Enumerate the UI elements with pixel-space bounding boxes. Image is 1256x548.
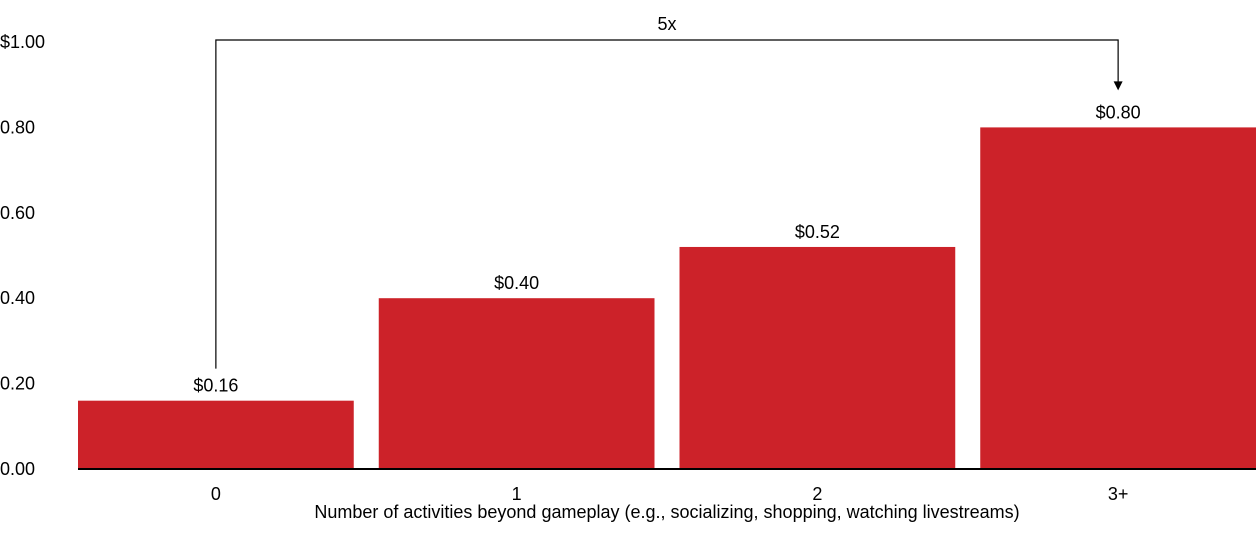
y-tick-label: 0.40 xyxy=(0,288,35,308)
x-axis-category-labels: 0 1 2 3+ xyxy=(211,484,1129,504)
x-category-label: 0 xyxy=(211,484,221,504)
annotation-bracket xyxy=(215,39,1119,369)
annotation-arrowhead xyxy=(1113,81,1123,91)
y-axis-ticks: 0.00 0.20 0.40 0.60 0.80 $1.00 xyxy=(0,32,45,479)
bar xyxy=(679,246,956,469)
x-category-label: 3+ xyxy=(1108,484,1129,504)
y-tick-label: 0.00 xyxy=(0,459,35,479)
bar xyxy=(980,127,1256,470)
bar-value-label: $0.16 xyxy=(193,376,238,396)
x-category-label: 2 xyxy=(812,484,822,504)
bar-value-label: $0.40 xyxy=(494,273,539,293)
y-tick-label: $1.00 xyxy=(0,32,45,52)
x-category-label: 1 xyxy=(512,484,522,504)
bars xyxy=(78,127,1256,470)
bar-value-label: $0.52 xyxy=(795,222,840,242)
x-axis-title: Number of activities beyond gameplay (e.… xyxy=(314,502,1019,522)
y-tick-label: 0.60 xyxy=(0,203,35,223)
y-tick-label: 0.20 xyxy=(0,374,35,394)
bar xyxy=(78,400,354,469)
growth-annotation: 5x xyxy=(215,14,1123,369)
data-labels: $0.16 $0.40 $0.52 $0.80 xyxy=(193,102,1140,395)
y-tick-label: 0.80 xyxy=(0,117,35,137)
annotation-label: 5x xyxy=(657,14,676,34)
bar xyxy=(378,298,655,469)
bar-value-label: $0.80 xyxy=(1096,102,1141,122)
